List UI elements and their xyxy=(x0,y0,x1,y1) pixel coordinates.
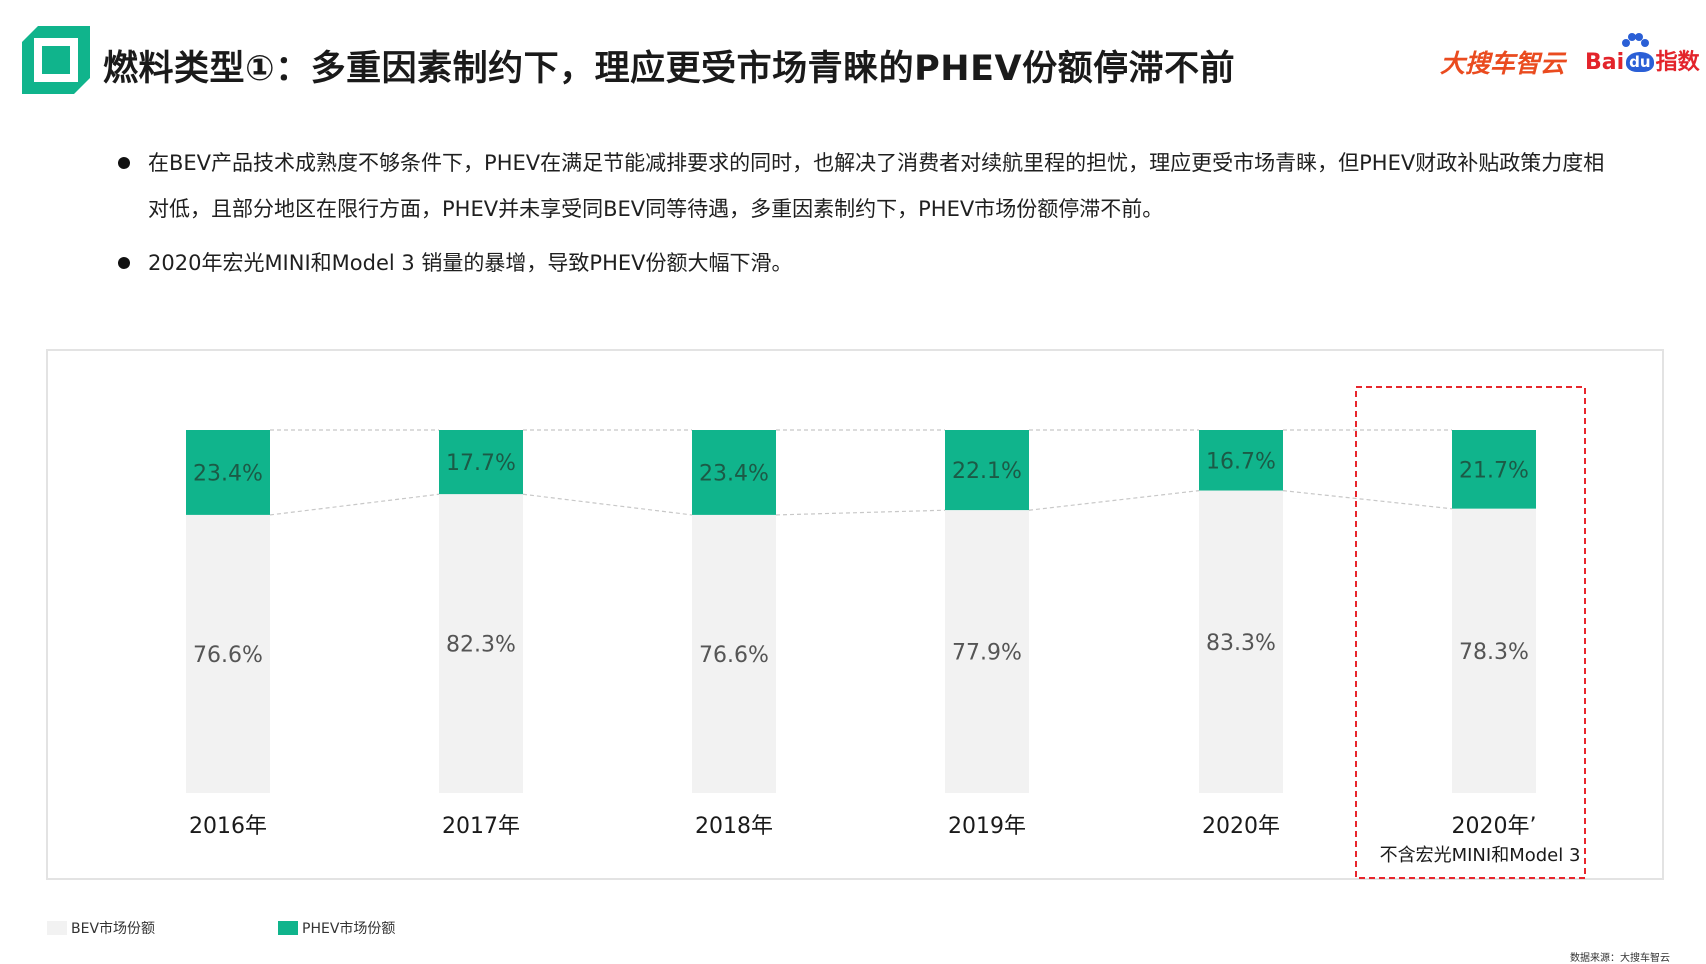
data-label-phev: 16.7% xyxy=(1206,449,1276,474)
data-label-phev: 21.7% xyxy=(1459,458,1529,483)
bar-phev xyxy=(1452,430,1536,509)
x-tick-label: 2019年 xyxy=(948,814,1026,839)
bullet-text: 2020年宏光MINI和Model 3 销量的暴增，导致PHEV份额大幅下滑。 xyxy=(148,251,793,275)
data-label-bev: 78.3% xyxy=(1459,640,1529,665)
legend-swatch-phev xyxy=(278,921,298,935)
bullet-dot xyxy=(118,257,130,269)
x-tick-label: 2017年 xyxy=(442,814,520,839)
baidu-index-text: 指数 xyxy=(1655,50,1700,75)
data-label-bev: 76.6% xyxy=(193,643,263,668)
data-label-bev: 77.9% xyxy=(952,641,1022,666)
baidu-paw-icon xyxy=(1622,33,1649,47)
bullet-list: 在BEV产品技术成熟度不够条件下，PHEV在满足节能减排要求的同时，也解决了消费… xyxy=(110,140,1610,286)
page-title: 燃料类型①：多重因素制约下，理应更受市场青睐的PHEV份额停滞不前 xyxy=(103,49,1236,89)
bar-phev xyxy=(439,430,523,495)
bar-bev xyxy=(1199,490,1283,793)
legend-label-bev: BEV市场份额 xyxy=(71,921,156,937)
connector-line xyxy=(522,493,693,516)
bar-bev xyxy=(945,510,1029,793)
x-tick-label: 2020年’ xyxy=(1452,814,1537,839)
data-label-bev: 82.3% xyxy=(446,633,516,658)
connector-line xyxy=(1028,490,1200,511)
bar-bev xyxy=(186,514,270,793)
stacked-bar-chart: 23.4% 76.6% 2016年 17.7% 82.3% 2017年 23.4% 76.6%… xyxy=(186,386,1586,879)
bar-phev xyxy=(692,430,776,515)
bullet-item: 在BEV产品技术成熟度不够条件下，PHEV在满足节能减排要求的同时，也解决了消费… xyxy=(110,140,1610,232)
legend-item-phev: PHEV市场份额 xyxy=(278,918,395,938)
bullet-text: 在BEV产品技术成熟度不够条件下，PHEV在满足节能减排要求的同时，也解决了消费… xyxy=(148,151,1605,221)
baidu-du-badge: du xyxy=(1626,52,1654,72)
logo-icon xyxy=(22,26,90,94)
connector-line xyxy=(775,509,946,516)
brand-logo-baidu-index: Bai du 指数 xyxy=(1585,44,1700,76)
highlight-box xyxy=(1355,386,1586,879)
data-label-phev: 23.4% xyxy=(699,461,769,486)
data-label-bev: 76.6% xyxy=(699,643,769,668)
bar-bev xyxy=(1452,508,1536,793)
connector-line xyxy=(269,493,440,516)
data-label-phev: 22.1% xyxy=(952,459,1022,484)
data-label-phev: 17.7% xyxy=(446,451,516,476)
bar-phev xyxy=(1199,430,1283,491)
legend-swatch-bev xyxy=(47,921,67,935)
legend-label-phev: PHEV市场份额 xyxy=(302,921,396,937)
baidu-logo-text: Bai xyxy=(1585,50,1625,75)
x-tick-note: 不含宏光MINI和Model 3 xyxy=(1380,845,1581,866)
x-tick-label: 2018年 xyxy=(695,814,773,839)
legend-item-bev: BEV市场份额 xyxy=(47,918,155,938)
bullet-dot xyxy=(118,157,130,169)
bullet-item: 2020年宏光MINI和Model 3 销量的暴增，导致PHEV份额大幅下滑。 xyxy=(110,240,1610,286)
connector-line xyxy=(1282,490,1453,510)
data-label-bev: 83.3% xyxy=(1206,631,1276,656)
x-tick-label: 2016年 xyxy=(189,814,267,839)
bar-bev xyxy=(439,494,523,793)
data-label-phev: 23.4% xyxy=(193,461,263,486)
bar-phev xyxy=(186,430,270,515)
bar-phev xyxy=(945,430,1029,511)
data-source-note: 数据来源：大搜车智云 xyxy=(1570,953,1670,964)
x-tick-label: 2020年 xyxy=(1202,814,1280,839)
brand-logo-dasouche: 大搜车智云 xyxy=(1440,49,1566,78)
chart-panel xyxy=(46,349,1664,880)
bar-bev xyxy=(692,514,776,793)
